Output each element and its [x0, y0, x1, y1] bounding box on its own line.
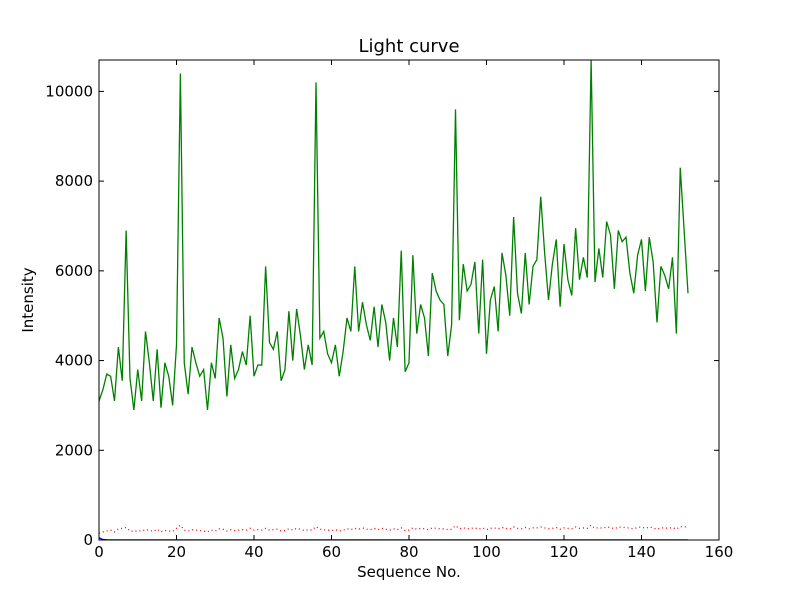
series-line-0 [99, 60, 689, 410]
y-tick-label: 8000 [55, 172, 93, 190]
x-tick-label: 140 [627, 543, 656, 561]
y-tick-label: 2000 [55, 441, 93, 459]
y-axis-label: Intensity [19, 267, 37, 332]
x-tick-label: 20 [167, 543, 186, 561]
x-tick-label: 40 [244, 543, 263, 561]
x-tick-label: 160 [705, 543, 734, 561]
ticks-layer: 0 20 40 60 80 100 120 140 160 0 2000 4000 6000 8000 10… [45, 60, 733, 561]
chart-title: Light curve [358, 36, 459, 57]
x-tick-label: 60 [322, 543, 341, 561]
x-tick-label: 120 [550, 543, 579, 561]
y-tick-label: 0 [83, 531, 93, 549]
axes-frame [98, 59, 720, 541]
y-tick-label: 6000 [55, 262, 93, 280]
x-axis-label: Sequence No. [357, 563, 461, 581]
y-tick-label: 10000 [45, 82, 93, 100]
x-tick-label: 80 [399, 543, 418, 561]
x-tick-label: 100 [472, 543, 501, 561]
x-tick-label: 0 [94, 543, 104, 561]
y-tick-label: 4000 [55, 352, 93, 370]
